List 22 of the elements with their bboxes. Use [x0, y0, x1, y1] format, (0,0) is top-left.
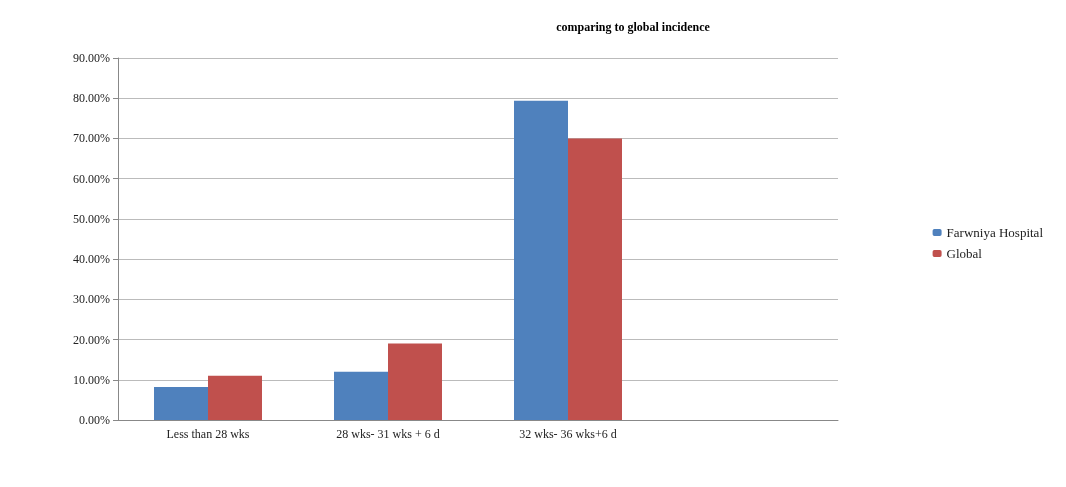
legend-label: Global — [946, 246, 983, 261]
y-tick-label: 30.00% — [73, 292, 110, 307]
y-tick-label: 40.00% — [73, 252, 110, 267]
chart-title: comparing to global incidence — [556, 20, 711, 34]
y-tick-label: 80.00% — [73, 91, 110, 106]
bar — [514, 100, 568, 420]
bar — [208, 375, 262, 420]
legend-label: Farwniya Hospital — [946, 225, 1044, 240]
bar — [154, 387, 208, 420]
y-tick-label: 50.00% — [73, 211, 110, 226]
y-tick-label: 10.00% — [73, 372, 110, 387]
bar — [388, 343, 442, 420]
y-tick-label: 0.00% — [79, 413, 110, 427]
y-tick-label: 90.00% — [73, 51, 110, 65]
y-tick-label: 70.00% — [73, 131, 110, 146]
y-tick-label: 20.00% — [73, 332, 110, 347]
y-tick-label: 60.00% — [73, 171, 110, 186]
x-tick-label: Less than 28 wks — [166, 427, 250, 441]
bar — [334, 371, 388, 420]
x-tick-label: 28 wks- 31 wks + 6 d — [336, 427, 440, 441]
bar — [568, 138, 622, 420]
x-tick-label: 32 wks- 36 wks+6 d — [519, 427, 617, 441]
